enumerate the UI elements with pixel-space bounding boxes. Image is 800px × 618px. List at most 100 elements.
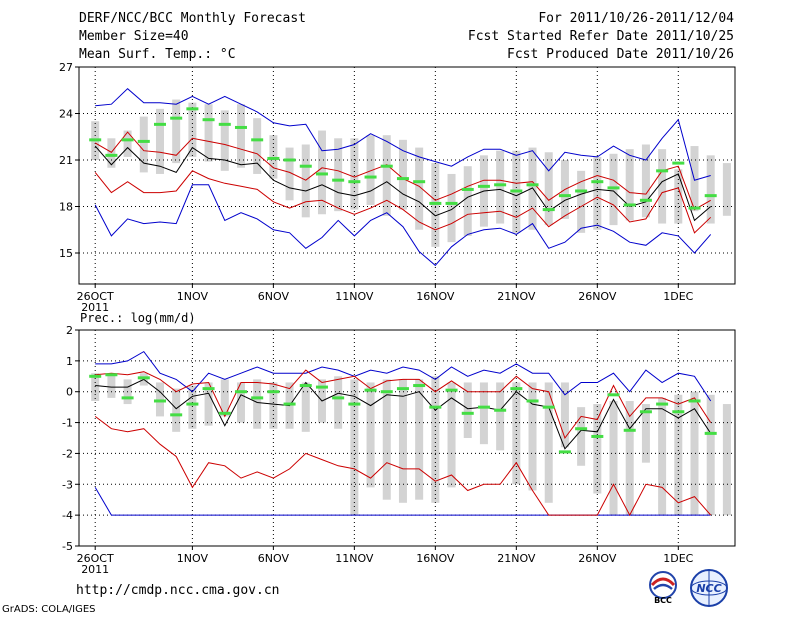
temp-xtick-label: 1NOV (177, 290, 209, 303)
temp-box (253, 118, 262, 174)
precip-median-mark (526, 399, 539, 403)
temp-median-mark (477, 184, 490, 188)
temp-box (398, 139, 407, 210)
temp-box (301, 144, 310, 218)
precip-median-mark (575, 427, 588, 431)
precip-box (398, 379, 407, 503)
temp-box (463, 166, 472, 236)
bcc-logo: BCC (642, 570, 684, 606)
precip-box (334, 376, 343, 429)
precip-box (593, 404, 602, 494)
temp-ytick-label: 18 (59, 201, 73, 214)
temp-xtick-label: 26NOV (578, 290, 617, 303)
temp-box (188, 102, 197, 157)
temp-median-mark (445, 201, 458, 205)
temp-median-mark (267, 156, 280, 160)
temp-box (415, 147, 424, 230)
precip-median-mark (380, 390, 393, 394)
precip-box (188, 385, 197, 429)
precip-median-mark (591, 434, 604, 438)
temp-median-mark (105, 153, 118, 157)
precip-median-mark (639, 410, 652, 414)
temp-median-mark (396, 177, 409, 181)
temp-median-mark (413, 180, 426, 184)
precip-box (706, 394, 715, 516)
temp-box (625, 149, 634, 221)
temp-box (674, 169, 683, 224)
temp-median-mark (704, 194, 717, 198)
temp-median-mark (315, 172, 328, 176)
precip-min-line (94, 487, 711, 516)
precip-box (625, 400, 634, 516)
precip-box (641, 404, 650, 463)
precip-box (172, 388, 181, 432)
temp-xtick-sublabel: 2011 (81, 301, 109, 314)
precip-ytick-label: -2 (62, 447, 73, 460)
precip-xtick-label: 6NOV (258, 552, 290, 565)
precip-box (479, 382, 488, 445)
precip-median-mark (186, 402, 199, 406)
temp-median-mark (558, 194, 571, 198)
precip-median-mark (445, 388, 458, 392)
temp-box (722, 163, 731, 216)
temp-xtick-label: 21NOV (497, 290, 536, 303)
temp-box (123, 130, 132, 157)
precip-median-mark (251, 396, 264, 400)
precip-box (560, 382, 569, 448)
temp-box (269, 135, 278, 179)
precip-sd-lower-line (94, 416, 712, 517)
precip-median-mark (218, 411, 231, 415)
temp-box (220, 110, 229, 171)
precip-median-mark (105, 373, 118, 377)
precip-median-mark (510, 387, 523, 391)
precip-box (722, 404, 731, 516)
precip-median-mark (607, 393, 620, 397)
temp-xtick-label: 11NOV (335, 290, 374, 303)
precip-mean-line (95, 378, 712, 450)
produced-date: Fcst Produced Date 2011/10/26 (507, 47, 734, 62)
precip-box (253, 379, 262, 429)
precip-frame (78, 329, 736, 547)
ncc-logo: NCC (686, 568, 732, 608)
precip-box (431, 376, 440, 503)
temp-median-mark (364, 175, 377, 179)
temp-box (139, 116, 148, 173)
precip-ytick-label: -1 (62, 417, 73, 430)
precip-median-mark (656, 402, 669, 406)
precip-median-mark (542, 405, 555, 409)
precip-median-mark (283, 402, 296, 406)
temp-box (544, 152, 553, 226)
temp-box (496, 150, 505, 224)
temp-xtick-label: 16NOV (416, 290, 455, 303)
temp-median-mark (153, 122, 166, 126)
temp-xtick-label: 26OCT (77, 290, 114, 303)
temp-box (706, 155, 715, 224)
bcc-logo-text: BCC (654, 596, 672, 605)
temp-median-mark (672, 161, 685, 165)
precip-median-mark (315, 385, 328, 389)
precip-median-mark (429, 405, 442, 409)
precip-median-mark (558, 450, 571, 454)
precip-median-mark (170, 413, 183, 417)
precip-median-mark (89, 374, 102, 378)
precip-ytick-label: -5 (62, 540, 73, 553)
temp-median-mark (202, 118, 215, 122)
temp-box (382, 135, 391, 216)
temp-box (641, 144, 650, 218)
temp-ytick-label: 15 (59, 247, 73, 260)
precip-median-mark (121, 396, 134, 400)
temp-median-mark (688, 206, 701, 210)
precip-box (350, 379, 359, 516)
precip-ytick-label: 0 (66, 386, 73, 399)
precip-box (463, 382, 472, 438)
precip-box (528, 382, 537, 491)
precip-median-mark (672, 410, 685, 414)
precip-box (204, 382, 213, 426)
precip-box (236, 382, 245, 423)
precip-ytick-label: 2 (66, 324, 73, 337)
source-url[interactable]: http://cmdp.ncc.cma.gov.cn (76, 583, 280, 598)
temp-median-mark (510, 189, 523, 193)
precip-xtick-label: 26OCT (77, 552, 114, 565)
precip-box (415, 379, 424, 500)
